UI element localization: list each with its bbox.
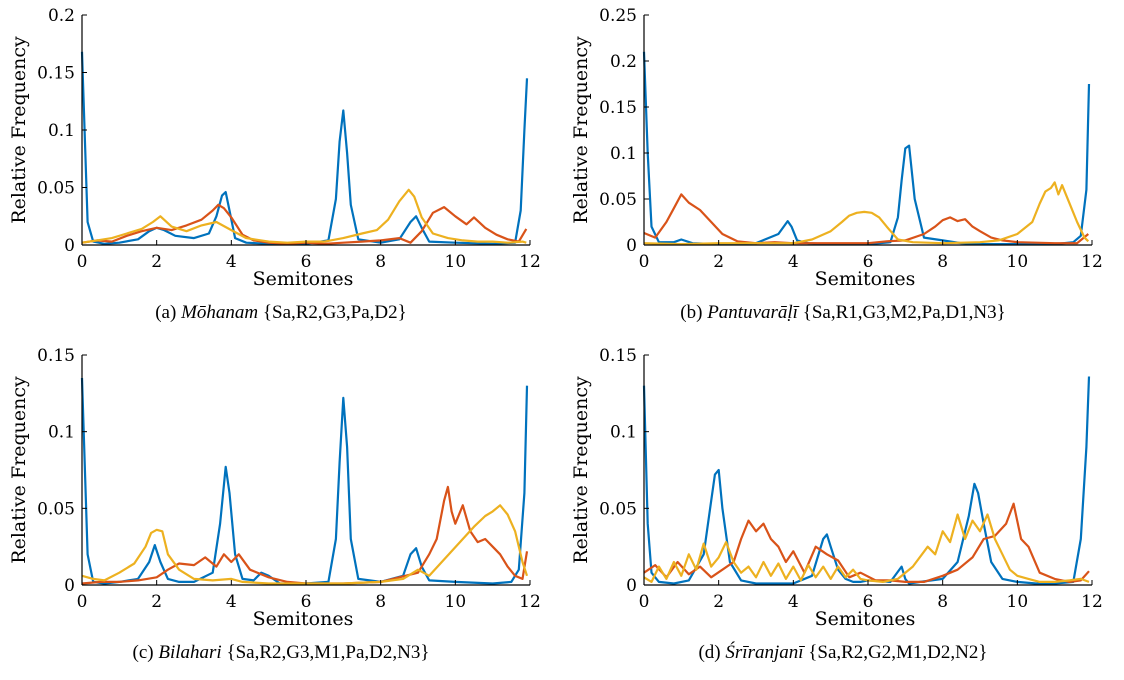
series-line-1 [642, 51, 1091, 246]
x-axis-label: Semitones [253, 608, 354, 630]
x-tick-label: 2 [151, 592, 162, 612]
x-axis-label: Semitones [815, 608, 916, 630]
y-axis-label: Relative Frequency [570, 36, 592, 224]
chart-d: 0 2 4 6 8 10 12 0 0.05 0.1 0.15 Semitones Relative F… [570, 346, 1103, 630]
y-axis-label: Relative Frequency [8, 36, 30, 224]
caption-raga: Pantuvarāḷī [707, 302, 798, 323]
y-tick-label: 0.2 [610, 52, 637, 72]
x-tick-label: 12 [1081, 592, 1103, 612]
y-tick-label: 0 [64, 236, 75, 256]
x-tick-label: 0 [639, 592, 650, 612]
x-tick-label: 0 [639, 252, 650, 272]
y-tick-label: 0.25 [599, 6, 637, 26]
panel-c: 0 2 4 6 8 10 12 0 0.05 0.1 0.15 Semitones Relative F… [0, 340, 562, 680]
y-tick-label: 0 [626, 576, 637, 596]
x-tick-label: 2 [713, 252, 724, 272]
caption-swaras: {Sa,R2,G3,M1,Pa,D2,N3} [226, 642, 430, 663]
x-tick-label: 10 [445, 592, 467, 612]
caption-c: (c) Bilahari {Sa,R2,G3,M1,Pa,D2,N3} [0, 642, 562, 664]
x-tick-label: 12 [519, 592, 541, 612]
series-line-2 [81, 485, 529, 585]
x-tick-label: 8 [375, 592, 386, 612]
x-tick-label: 8 [375, 252, 386, 272]
y-tick-label: 0.05 [599, 190, 637, 210]
x-tick-label: 4 [788, 592, 799, 612]
y-tick-label: 0 [64, 576, 75, 596]
x-tick-label: 6 [301, 252, 312, 272]
caption-b: (b) Pantuvarāḷī {Sa,R1,G3,M2,Pa,D1,N3} [562, 302, 1124, 324]
caption-d: (d) Śrīranjanī {Sa,R2,G2,M1,D2,N2} [562, 642, 1124, 664]
y-tick-label: 0.1 [48, 121, 75, 141]
x-tick-label: 12 [1081, 252, 1103, 272]
caption-label: (a) [155, 302, 177, 323]
y-tick-label: 0.1 [610, 144, 637, 164]
caption-raga: Bilahari [158, 642, 222, 663]
series-line-1 [80, 51, 529, 245]
y-tick-label: 0.05 [599, 499, 637, 519]
y-tick-label: 0 [626, 236, 637, 256]
series-line-3 [643, 181, 1090, 246]
x-tick-label: 6 [863, 252, 874, 272]
caption-a: (a) Mōhanam {Sa,R2,G3,Pa,D2} [0, 302, 562, 324]
x-axis-label: Semitones [253, 268, 354, 290]
y-tick-label: 0.05 [37, 499, 75, 519]
x-tick-label: 4 [788, 252, 799, 272]
caption-raga: Śrīranjanī [725, 642, 804, 663]
panel-a: 0 2 4 6 8 10 12 0 0.05 0.1 0.15 0.2 Semitones Relativ… [0, 0, 562, 340]
y-tick-label: 0.15 [37, 346, 75, 366]
x-tick-label: 6 [863, 592, 874, 612]
y-tick-label: 0.15 [599, 98, 637, 118]
x-tick-label: 10 [1007, 592, 1029, 612]
x-tick-label: 4 [226, 252, 237, 272]
y-tick-label: 0.1 [610, 423, 637, 443]
x-tick-label: 0 [77, 252, 88, 272]
y-tick-label: 0.15 [37, 64, 75, 84]
y-tick-label: 0.1 [48, 423, 75, 443]
x-tick-label: 10 [1007, 252, 1029, 272]
caption-label: (c) [132, 642, 154, 663]
x-tick-label: 0 [77, 592, 88, 612]
y-axis-label: Relative Frequency [570, 376, 592, 564]
y-axis-label: Relative Frequency [8, 376, 30, 564]
series-line-3 [81, 504, 529, 585]
chart-a: 0 2 4 6 8 10 12 0 0.05 0.1 0.15 0.2 Semitones Relativ… [8, 6, 541, 290]
series-line-1 [642, 376, 1091, 585]
panel-d: 0 2 4 6 8 10 12 0 0.05 0.1 0.15 Semitones Relative F… [562, 340, 1124, 680]
series-line-1 [80, 377, 529, 585]
x-tick-label: 10 [445, 252, 467, 272]
x-tick-label: 4 [226, 592, 237, 612]
x-axis-label: Semitones [815, 268, 916, 290]
series-line-3 [643, 513, 1090, 583]
y-tick-label: 0.05 [37, 179, 75, 199]
x-tick-label: 2 [713, 592, 724, 612]
caption-label: (b) [680, 302, 703, 323]
panel-b: 0 2 4 6 8 10 12 0 0.05 0.1 0.15 0.2 0.25 Semitones Rel… [562, 0, 1124, 340]
x-tick-label: 8 [937, 592, 948, 612]
x-tick-label: 8 [937, 252, 948, 272]
caption-swaras: {Sa,R1,G3,M2,Pa,D1,N3} [802, 302, 1006, 323]
series-line-2 [643, 502, 1090, 583]
y-tick-label: 0.15 [599, 346, 637, 366]
caption-swaras: {Sa,R2,G2,M1,D2,N2} [808, 642, 988, 663]
caption-swaras: {Sa,R2,G3,Pa,D2} [262, 302, 407, 323]
chart-b: 0 2 4 6 8 10 12 0 0.05 0.1 0.15 0.2 0.25 Semitones Rel… [570, 6, 1103, 290]
y-tick-label: 0.2 [48, 6, 75, 26]
caption-label: (d) [698, 642, 721, 663]
x-tick-label: 2 [151, 252, 162, 272]
series-line-3 [81, 188, 527, 244]
x-tick-label: 6 [301, 592, 312, 612]
caption-raga: Mōhanam [181, 302, 259, 323]
chart-c: 0 2 4 6 8 10 12 0 0.05 0.1 0.15 Semitones Relative F… [8, 346, 541, 630]
series-line-2 [643, 193, 1089, 245]
x-tick-label: 12 [519, 252, 541, 272]
